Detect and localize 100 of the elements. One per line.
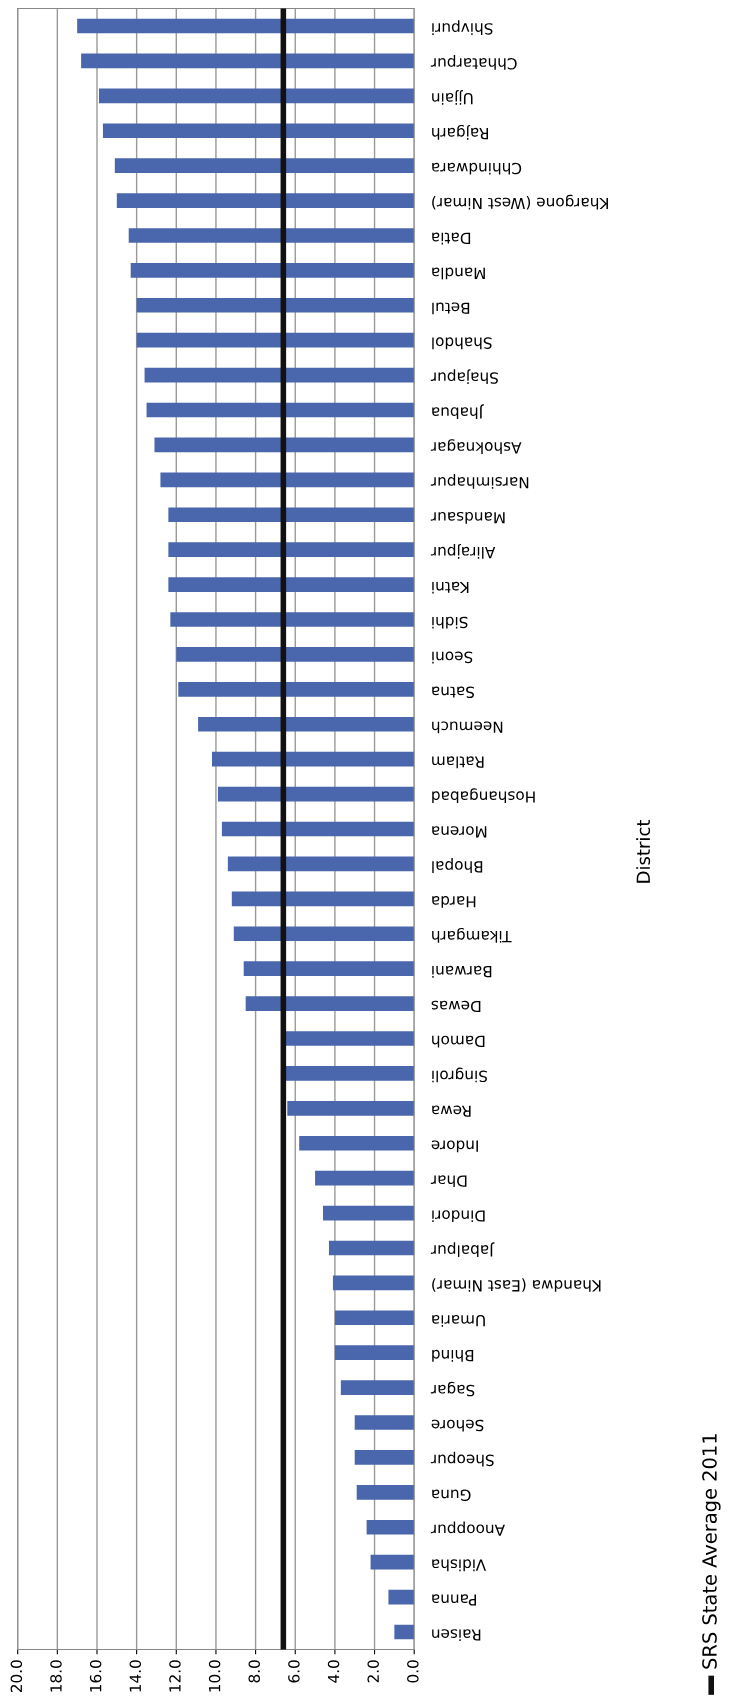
bar: [245, 996, 415, 1011]
bar: [388, 1589, 415, 1605]
y-tick-label: Khargone (West Nimar): [432, 194, 608, 210]
y-tick-label: Seoni: [432, 651, 473, 664]
y-tick-label: Sagar: [430, 1381, 475, 1397]
y-tick-label: Sehore: [431, 1419, 484, 1432]
y-tick-label: Hoshangabad: [432, 788, 535, 804]
bar: [98, 88, 415, 104]
bar: [168, 507, 415, 523]
y-tick-label: Neemuch: [432, 721, 503, 734]
y-tick-label: Chhindwara: [432, 162, 522, 175]
x-tick-label: 16.0: [89, 1660, 102, 1692]
y-tick-label: Dhar: [430, 1175, 467, 1188]
x-tick-label: 6.0: [288, 1660, 300, 1683]
y-tick-label: Anooppur: [430, 1521, 505, 1536]
y-tick-label: Panna: [432, 1594, 476, 1606]
y-tick-label: Bhind: [432, 1349, 474, 1362]
bar: [328, 1240, 415, 1256]
bar: [233, 926, 415, 942]
x-tick-label: 0.0: [407, 1660, 419, 1683]
bar: [287, 1100, 415, 1116]
x-tick-label: 20.0: [10, 1660, 23, 1693]
bar: [144, 367, 415, 383]
bar: [81, 53, 415, 69]
bar: [160, 472, 415, 488]
bar: [217, 786, 415, 802]
y-tick-label: Mandla: [432, 267, 485, 280]
bar: [128, 228, 415, 243]
y-tick-label: Narsimhapur: [430, 474, 529, 489]
y-tick-label: Chhatarpur: [430, 55, 517, 70]
x-tick-label: 4.0: [327, 1660, 340, 1683]
bar: [116, 193, 415, 208]
y-tick-label: Satna: [432, 686, 474, 699]
bar: [77, 18, 415, 34]
y-tick-label: Bhopal: [432, 858, 483, 873]
y-tick-label: Morena: [432, 826, 487, 838]
bar: [243, 961, 415, 976]
x-tick-label: 2.0: [367, 1660, 379, 1683]
y-tick-label: Sheopur: [430, 1451, 494, 1467]
bar: [370, 1554, 415, 1570]
y-tick-label: Khandwa (East Nimar): [432, 1278, 601, 1292]
ref-line-label: SRS State Average 2011: [702, 1434, 721, 1669]
y-tick-label: Dewas: [431, 1000, 481, 1013]
bar: [315, 1170, 415, 1186]
bar: [168, 542, 415, 558]
bar: [334, 1310, 415, 1326]
bar: [334, 1345, 415, 1361]
bar: [394, 1624, 415, 1640]
y-tick-label: Damoh: [432, 1035, 485, 1048]
bar: [354, 1415, 415, 1430]
bar: [354, 1450, 415, 1465]
bar: [366, 1519, 415, 1535]
y-tick-label: Singroli: [432, 1067, 487, 1083]
y-tick-label: Guna: [432, 1489, 471, 1502]
y-tick-label: Ujjain: [432, 90, 473, 105]
y-tick-label: Betul: [432, 302, 470, 315]
y-tick-label: Ratlam: [432, 756, 484, 769]
y-tick-label: Indore: [431, 1140, 478, 1153]
bar: [231, 891, 415, 907]
bar: [323, 1205, 415, 1221]
x-tick-label: 8.0: [248, 1660, 261, 1683]
y-tick-label: Dindori: [432, 1210, 485, 1223]
bar: [170, 612, 415, 627]
bar: [211, 751, 415, 767]
y-tick-label: Katni: [432, 581, 469, 594]
bar: [176, 647, 415, 662]
bar: [136, 297, 415, 313]
y-tick-label: Barwani: [432, 965, 492, 978]
bar: [168, 577, 415, 592]
y-tick-label: Shivpuri: [432, 20, 493, 35]
x-tick-label: 10.0: [208, 1660, 221, 1692]
y-tick-label: Datia: [432, 232, 471, 245]
y-tick-label: Shajapur: [430, 369, 498, 385]
x-tick-label: 12.0: [169, 1660, 181, 1692]
y-tick-label: Ashoknagar: [430, 439, 522, 454]
y-tick-label: Raisen: [432, 1629, 481, 1641]
bar: [299, 1135, 415, 1151]
bar: [340, 1380, 415, 1395]
y-axis-title: District: [636, 820, 651, 883]
y-tick-label: Vidisha: [432, 1559, 487, 1572]
bar: [114, 158, 415, 173]
y-tick-label: Mandsaur: [430, 511, 505, 524]
bar: [136, 332, 415, 348]
y-tick-label: Rewa: [432, 1105, 471, 1117]
bar: [198, 716, 415, 732]
bar: [130, 263, 415, 278]
y-tick-label: Shahdol: [432, 337, 492, 350]
y-tick-label: Jabalpur: [430, 1242, 495, 1257]
y-tick-label: Umaria: [432, 1314, 485, 1327]
bar: [332, 1275, 415, 1291]
y-tick-label: Rajgarh: [432, 124, 488, 140]
bar: [227, 856, 415, 872]
x-tick-label: 18.0: [50, 1660, 62, 1692]
bar: [356, 1485, 415, 1500]
bar: [102, 123, 415, 139]
y-tick-label: Jhabua: [432, 404, 484, 420]
bar: [283, 1066, 415, 1081]
x-tick-label: 14.0: [129, 1660, 142, 1692]
bar: [178, 682, 415, 697]
y-tick-label: Harda: [432, 895, 476, 908]
